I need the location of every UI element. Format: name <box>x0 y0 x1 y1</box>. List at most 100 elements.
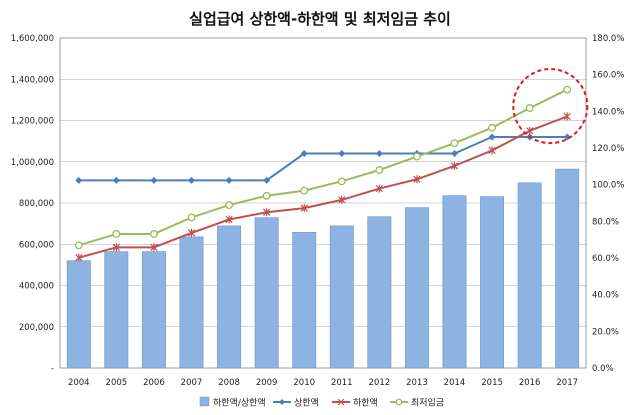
x-tick-label: 2008 <box>218 378 240 388</box>
x-tick-label: 2013 <box>406 378 428 388</box>
data-point <box>412 152 421 161</box>
data-point <box>375 166 384 174</box>
bar <box>217 225 242 369</box>
bar <box>292 232 317 369</box>
data-point <box>451 150 458 157</box>
data-point <box>375 150 383 157</box>
data-point <box>300 186 309 195</box>
bar <box>517 182 542 369</box>
data-point <box>112 243 120 252</box>
y-left-tick-label: 1,200,000 <box>11 117 54 127</box>
data-point <box>187 228 196 237</box>
y-left-tick-label: 1,000,000 <box>11 158 54 168</box>
x-tick-label: 2009 <box>256 378 278 388</box>
y-left-tick-label: 600,000 <box>19 240 54 250</box>
data-point <box>150 243 158 252</box>
bar <box>442 195 467 369</box>
data-point <box>263 208 271 217</box>
series-line <box>78 115 568 259</box>
bar <box>179 236 204 369</box>
bar <box>141 251 166 369</box>
legend-marker <box>279 399 285 405</box>
y-right-tick-label: 40.0% <box>592 291 619 301</box>
bar <box>66 260 91 369</box>
highlight-circle <box>512 68 589 145</box>
data-point <box>450 139 459 148</box>
y-right-tick-label: 140.0% <box>592 107 624 117</box>
data-point <box>526 126 534 135</box>
data-point <box>112 176 120 184</box>
y-right-tick-label: 20.0% <box>592 327 619 337</box>
y-right-tick-label: 160.0% <box>592 71 624 81</box>
data-point <box>75 176 83 184</box>
y-right-tick-label: 0.0% <box>592 364 614 374</box>
y-left-tick-label: 200,000 <box>19 323 54 333</box>
y-right-tick-label: 180.0% <box>592 34 624 44</box>
legend-swatch <box>199 396 210 407</box>
data-point <box>338 195 346 204</box>
plot-area: - 200,000 400,000 600,000 800,000 1,000,000 1,… <box>11 34 625 388</box>
y-left-tick-label: 1,600,000 <box>11 34 54 44</box>
x-tick-label: 2016 <box>519 378 541 388</box>
series-line <box>78 88 568 247</box>
x-tick-label: 2017 <box>556 378 578 388</box>
y-left-tick-label: 800,000 <box>19 199 54 209</box>
legend-label: 하한액/상한액 <box>213 397 266 409</box>
legend: 하한액/상한액 상한액 하한액 최저임금 <box>199 396 444 409</box>
series-line <box>78 136 568 182</box>
x-tick-label: 2004 <box>68 378 90 388</box>
data-point <box>525 104 534 113</box>
data-point <box>450 161 459 170</box>
legend-label: 최저임금 <box>411 397 444 409</box>
bar <box>104 251 129 369</box>
bar <box>480 196 505 369</box>
data-point <box>375 184 383 193</box>
x-tick-label: 2005 <box>106 378 128 388</box>
legend-label: 하한액 <box>353 397 378 409</box>
y-left-tick-label: 400,000 <box>19 282 54 292</box>
chart-title: 실업급여 상한액-하한액 및 최저임금 추이 <box>189 10 451 28</box>
data-point <box>112 229 121 238</box>
data-point <box>338 150 346 157</box>
data-point <box>225 215 233 224</box>
data-point <box>488 146 496 155</box>
x-tick-label: 2012 <box>369 378 391 388</box>
x-tick-label: 2007 <box>181 378 203 388</box>
bar <box>254 217 279 369</box>
data-point <box>187 213 196 222</box>
data-point <box>149 229 158 238</box>
y-right-tick-label: 120.0% <box>592 144 624 154</box>
bar <box>555 168 580 369</box>
y-right-tick-label: 80.0% <box>592 217 619 227</box>
legend-label: 상한액 <box>294 397 319 409</box>
data-point <box>263 176 271 184</box>
data-point <box>188 176 195 184</box>
data-point <box>262 191 271 200</box>
bar <box>329 225 354 369</box>
data-point <box>225 176 233 184</box>
bar <box>404 207 429 369</box>
y-left-tick-label: - <box>51 364 54 374</box>
x-tick-label: 2014 <box>444 378 466 388</box>
x-tick-label: 2010 <box>293 378 315 388</box>
x-tick-label: 2011 <box>331 378 353 388</box>
legend-marker <box>395 398 403 406</box>
data-point <box>75 253 83 262</box>
data-point <box>488 133 496 141</box>
data-point <box>300 150 308 157</box>
y-left-tick-label: 1,400,000 <box>11 75 54 85</box>
y-right-tick-label: 60.0% <box>592 254 619 264</box>
data-point <box>300 204 308 213</box>
data-point <box>74 241 83 250</box>
data-point <box>488 123 497 132</box>
data-point <box>563 112 571 121</box>
x-tick-label: 2015 <box>481 378 503 388</box>
data-point <box>413 175 421 184</box>
x-tick-label: 2006 <box>143 378 165 388</box>
bar <box>367 216 392 369</box>
legend-marker <box>337 398 345 406</box>
data-point <box>150 176 158 184</box>
data-point <box>337 177 346 186</box>
